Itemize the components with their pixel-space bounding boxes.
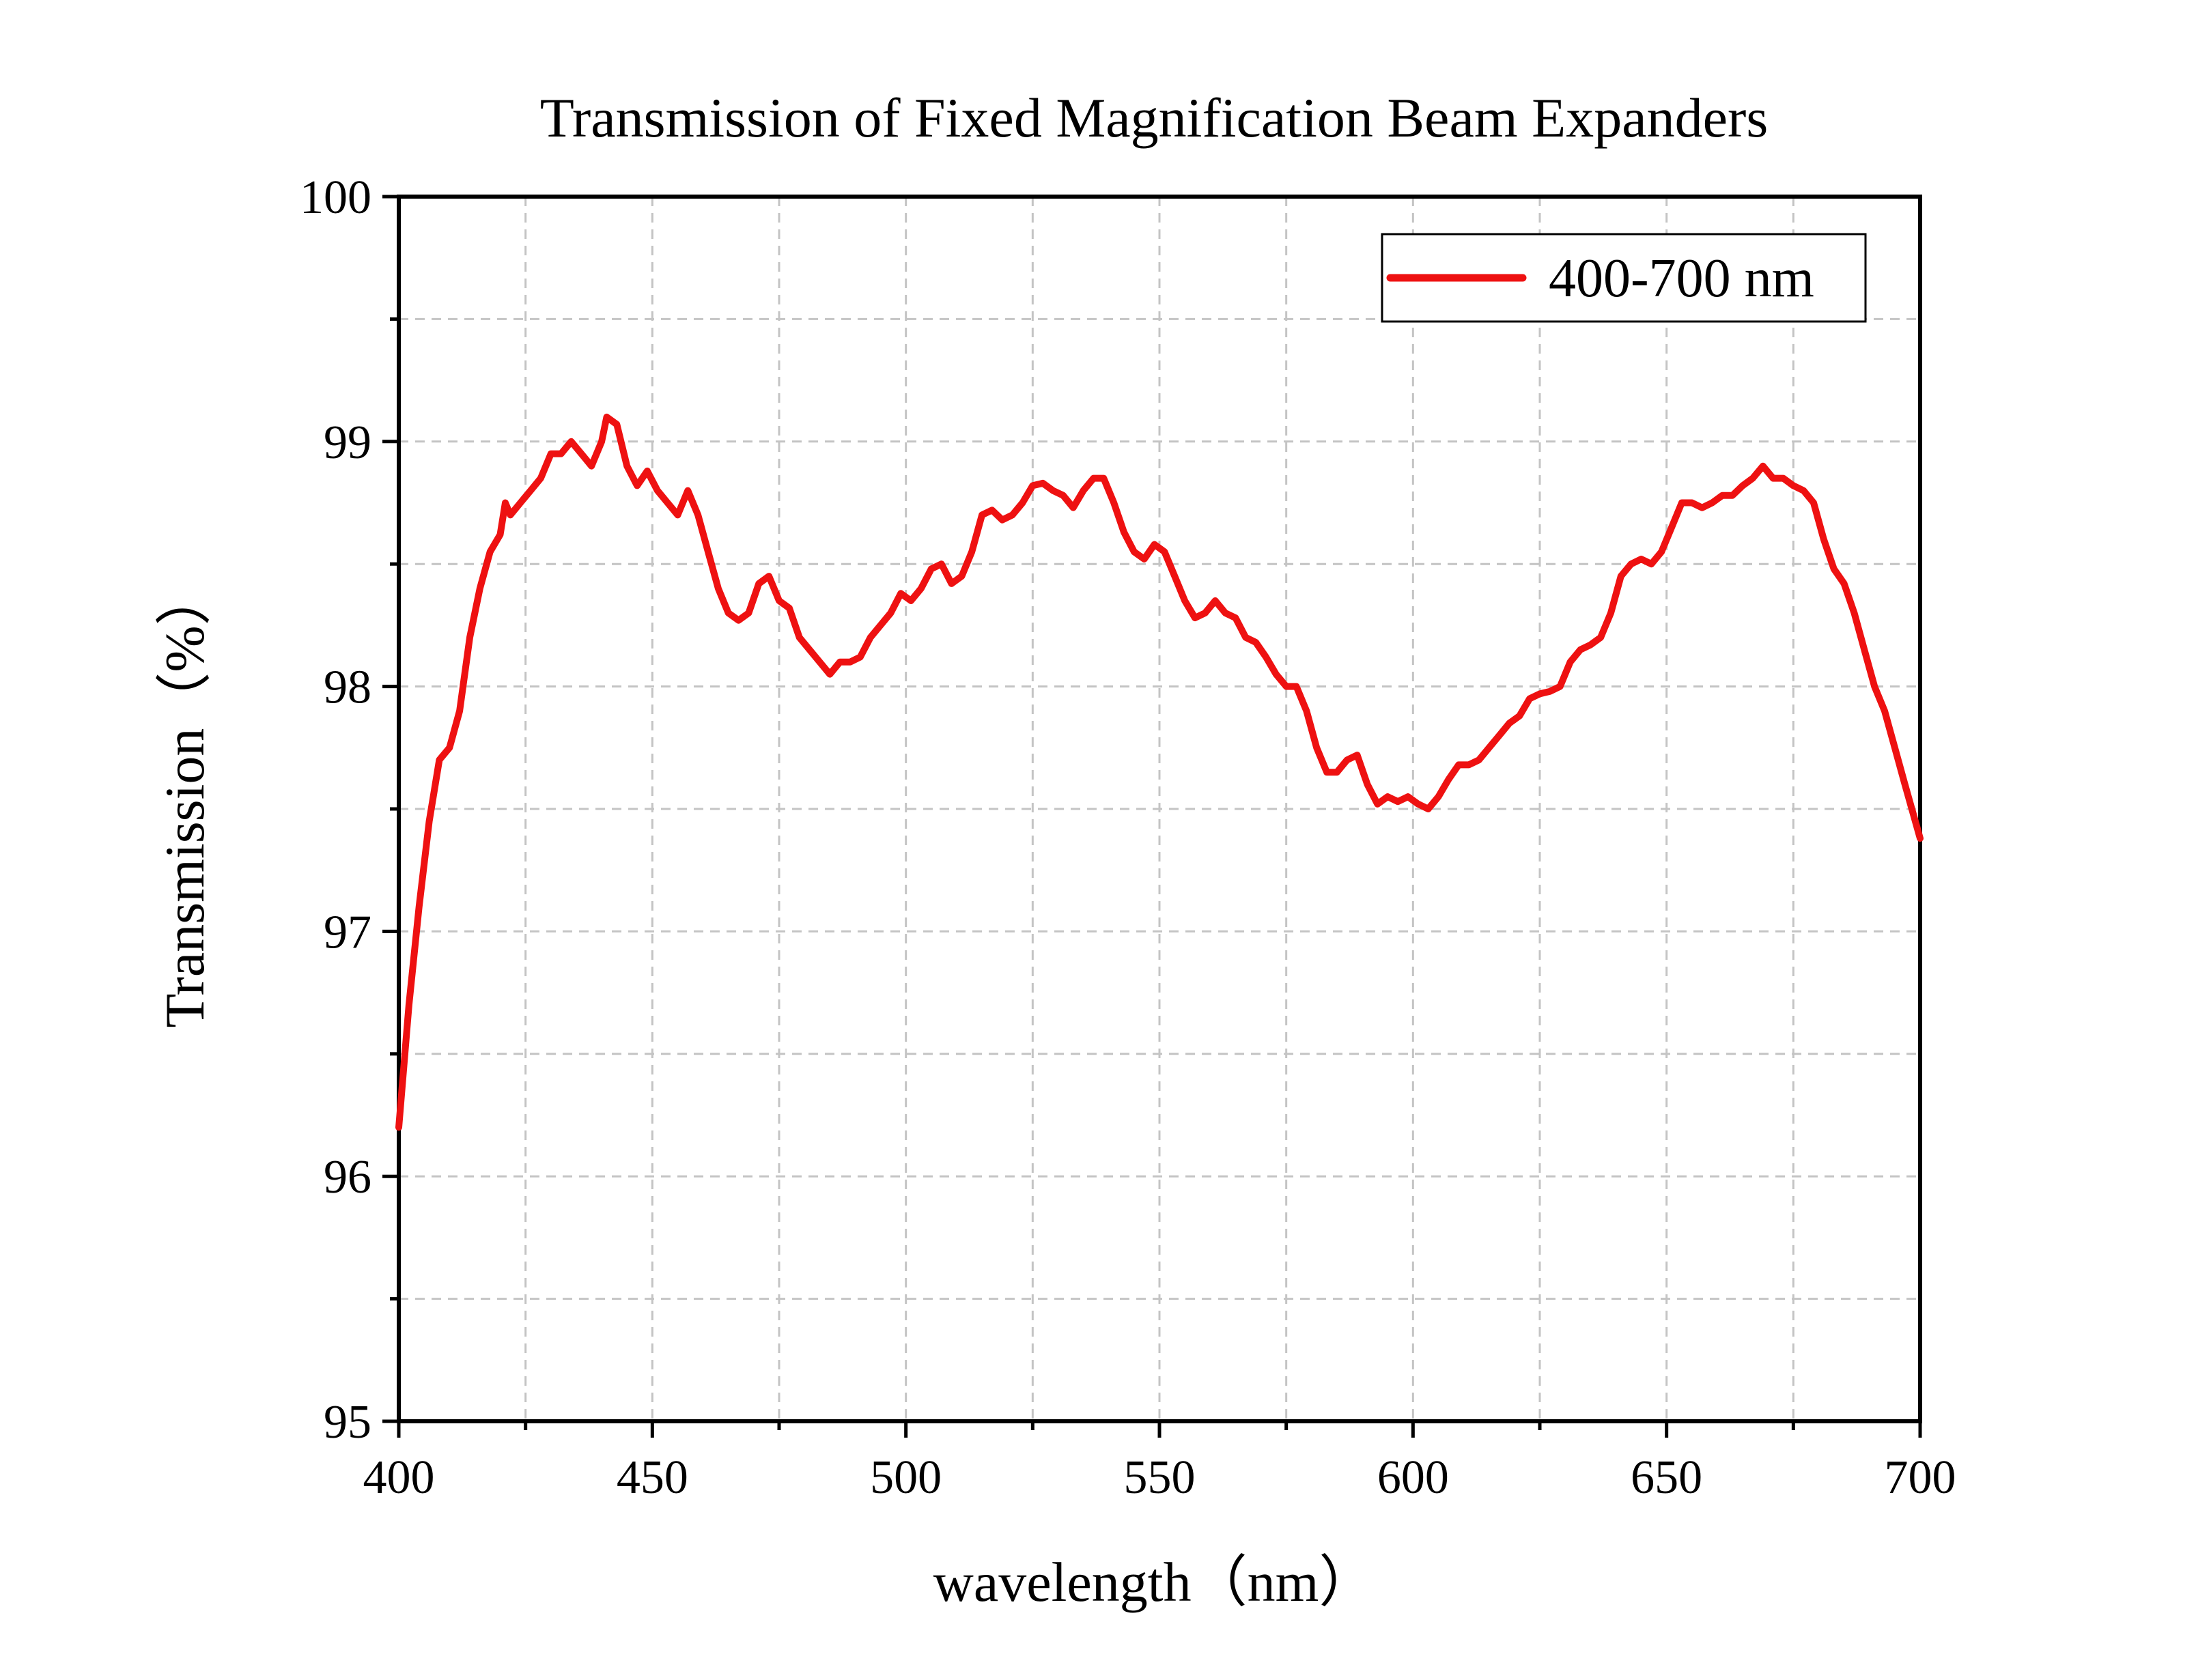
y-tick-label: 100 [300,171,371,224]
x-tick-label: 450 [617,1451,688,1504]
x-tick-label: 600 [1377,1451,1449,1504]
series-layer [395,413,1924,1131]
y-tick-labels: 95 96 97 98 99 100 [300,171,371,1449]
y-axis-label: Transmission（%） [154,569,216,1027]
x-tick-label: 400 [363,1451,435,1504]
y-tick-label: 96 [324,1151,371,1204]
y-tick-label: 99 [324,416,371,469]
x-tick-label: 650 [1631,1451,1702,1504]
x-axis-label: wavelength（nm） [933,1551,1375,1613]
y-tick-label: 98 [324,661,371,714]
plot-frame [397,195,1922,1423]
series-line [395,413,1924,1131]
x-tick-label: 700 [1885,1451,1956,1504]
y-tick-label: 95 [324,1396,371,1449]
y-tick-label: 97 [324,906,371,958]
x-tick-label: 500 [870,1451,942,1504]
legend: 400-700 nm [1381,233,1867,323]
x-tick-labels: 400 450 500 550 600 650 700 [363,1451,1956,1504]
x-tick-label: 550 [1124,1451,1196,1504]
chart-title: Transmission of Fixed Magnification Beam… [540,87,1768,149]
legend-label: 400-700 nm [1549,248,1814,309]
